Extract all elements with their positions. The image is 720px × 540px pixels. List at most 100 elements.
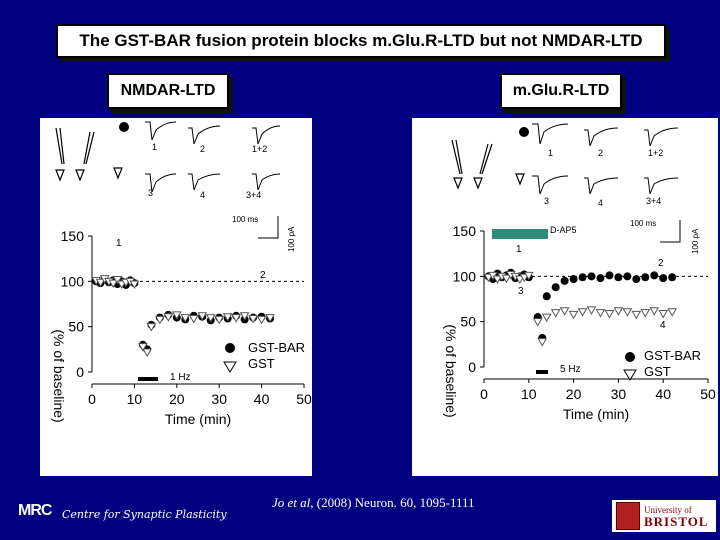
scale-bar-right: [660, 220, 681, 243]
data-point-gst: [171, 311, 182, 320]
x-tick-label: 0: [480, 386, 488, 402]
x-tick-label: 50: [296, 391, 312, 407]
y-axis-label: (% of baseline): [443, 324, 459, 417]
data-point-gst: [205, 314, 216, 323]
data-point-gst: [537, 338, 548, 347]
data-point-gst: [667, 308, 678, 317]
legend-gst-icon-right: [623, 369, 637, 381]
electrode-schematic: [55, 127, 123, 182]
data-point-gst: [256, 315, 267, 325]
data-point-gst: [613, 307, 624, 316]
y-tick-label: 50: [68, 319, 84, 335]
nmdar-ltd-chart: 0 50 100 150 0 10 20 30 40 50 Time (min) (% of base…: [51, 228, 312, 427]
data-point-gst: [95, 278, 106, 288]
data-point-gst-bar: [668, 273, 677, 282]
data-point-gst-bar: [632, 275, 641, 284]
data-point-gst: [649, 307, 660, 316]
data-point-gst: [550, 309, 561, 318]
trace-label-1: 1: [152, 142, 157, 152]
data-point-gst: [129, 280, 140, 290]
x-tick-label: 30: [611, 386, 627, 402]
data-point-gst: [568, 310, 579, 320]
data-point-gst-bar: [623, 272, 632, 281]
data-point-gst-bar: [596, 274, 605, 283]
data-point-gst-bar: [542, 292, 551, 301]
trace-label-3-right: 3: [544, 196, 549, 206]
citation: Jo et al, (2008) Neuron. 60, 1095-1111: [272, 495, 475, 511]
trace-label-4-right: 4: [598, 198, 603, 208]
x-tick-label: 50: [700, 386, 716, 402]
data-point-gst-bar: [587, 272, 596, 281]
legend-gst-bar-icon: [225, 343, 235, 353]
data-point-gst: [231, 314, 242, 323]
nmdar-figure: 1 2 1+2 3 4 3+4 100 ms 100 pA 0501001500…: [51, 121, 312, 427]
data-point-gst: [492, 275, 503, 285]
data-point-gst: [631, 310, 642, 320]
x-tick-label: 10: [127, 391, 143, 407]
data-point-gst: [142, 348, 152, 358]
data-point-gst: [604, 310, 615, 319]
scale-current-label-right: 100 pA: [691, 228, 700, 254]
mglur-panel: 1 2 1+2 3 4 3+4 100 ms 100 pA D-AP5 0 50 1…: [412, 118, 718, 476]
epoch-label-3-right: 3: [518, 286, 524, 297]
scale-time-label: 100 ms: [232, 215, 258, 224]
data-point-gst: [146, 323, 157, 332]
citation-authors: Jo et al: [272, 495, 311, 510]
y-axis-label: (% of baseline): [51, 329, 67, 422]
bristol-logo: University of BRISTOL: [612, 500, 716, 532]
data-point-gst: [265, 314, 275, 323]
data-point-gst-bar: [569, 275, 578, 284]
epoch-label-2-right: 2: [658, 258, 664, 269]
data-point-gst: [559, 307, 570, 316]
x-tick-label: 20: [169, 391, 185, 407]
x-axis-label: Time (min): [563, 406, 629, 422]
stim-label-right: 5 Hz: [560, 364, 581, 375]
data-point-gst: [658, 310, 669, 319]
x-tick-label: 40: [254, 391, 270, 407]
mglur-ltd-label: m.Glu.R-LTD: [500, 73, 622, 109]
x-tick-label: 0: [88, 391, 96, 407]
data-point-gst-bar: [641, 273, 650, 282]
scale-current-label: 100 pA: [287, 226, 296, 252]
data-point-gst: [640, 309, 651, 318]
data-point-gst: [214, 315, 225, 325]
x-tick-label: 10: [521, 386, 537, 402]
mglur-figure: 1 2 1+2 3 4 3+4 100 ms 100 pA D-AP5 0 50 1…: [443, 123, 716, 422]
data-point-gst-bar: [551, 283, 560, 292]
data-point-gst: [222, 313, 233, 322]
y-tick-label: 150: [453, 223, 477, 239]
gst-bar-marker-icon: [119, 122, 129, 132]
legend-gst: GST: [248, 356, 275, 371]
data-point-gst: [163, 313, 174, 322]
electrode-schematic-right: [451, 139, 525, 190]
legend-gst-bar: GST-BAR: [248, 340, 305, 355]
trace-label-1-2: 1+2: [252, 144, 267, 154]
y-tick-label: 100: [61, 273, 85, 289]
scale-time-label-right: 100 ms: [630, 219, 656, 228]
data-point-gst: [541, 313, 552, 323]
data-point-gst-bar: [605, 271, 614, 280]
trace-label-1-2-right: 1+2: [648, 148, 663, 158]
y-tick-label: 50: [460, 314, 476, 330]
legend-gst-bar-icon-right: [625, 352, 635, 362]
data-point-gst: [577, 308, 588, 317]
d-ap5-label: D-AP5: [550, 225, 577, 235]
data-point-gst: [239, 312, 250, 321]
y-tick-label: 0: [468, 359, 476, 375]
trace-label-3: 3: [148, 188, 153, 198]
trace-label-1-right: 1: [548, 148, 553, 158]
data-point-gst-bar: [659, 274, 668, 283]
data-point-gst: [501, 274, 512, 284]
data-point-gst-bar: [614, 273, 623, 282]
y-tick-label: 0: [76, 364, 84, 380]
stim-label: 1 Hz: [170, 372, 191, 383]
data-point-gst-bar: [560, 276, 569, 285]
data-point-gst: [532, 318, 543, 327]
data-point-gst: [138, 343, 148, 352]
epoch-label-2: 2: [260, 270, 266, 281]
citation-rest: , (2008) Neuron. 60, 1095-1111: [310, 495, 475, 510]
nmdar-panel: 1 2 1+2 3 4 3+4 100 ms 100 pA 0 50 100 150 0…: [40, 118, 312, 476]
scale-bar: [258, 216, 279, 239]
trace-label-2: 2: [200, 144, 205, 154]
data-point-gst-bar: [578, 273, 587, 282]
